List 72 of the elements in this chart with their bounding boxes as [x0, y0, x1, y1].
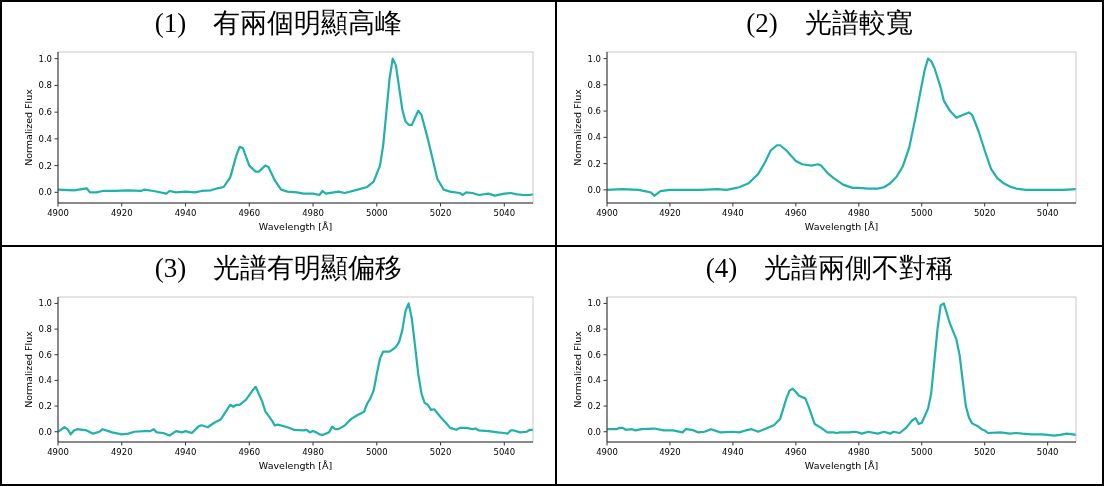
y-tick-label: 0.4	[38, 375, 52, 386]
y-axis-title: Normalized Flux	[23, 330, 34, 408]
y-tick-label: 0.2	[587, 158, 601, 169]
chart-title: (2) 光譜較寬	[745, 7, 914, 40]
x-tick-label: 5020	[973, 447, 996, 457]
x-tick-label: 4960	[238, 208, 261, 218]
y-axis-title: Normalized Flux	[572, 330, 583, 408]
x-tick-label: 4920	[110, 208, 133, 218]
x-tick-label: 4920	[110, 447, 133, 457]
y-tick-label: 0.4	[38, 133, 52, 144]
line-series	[58, 302, 533, 437]
x-tick-label: 4960	[785, 208, 807, 218]
y-tick-label: 0.4	[587, 132, 601, 143]
y-tick-label: 0.8	[38, 80, 52, 91]
y-tick-label: 0.4	[587, 375, 601, 386]
y-tick-label: 0.6	[38, 349, 52, 360]
x-tick-label: 5040	[1036, 447, 1059, 457]
x-tick-label: 4980	[302, 447, 324, 457]
x-tick-label: 4900	[596, 208, 618, 218]
y-tick-label: 1.0	[587, 53, 601, 64]
y-tick-label: 0.2	[38, 401, 52, 412]
y-tick-label: 0.8	[587, 324, 601, 335]
y-tick-label: 1.0	[38, 298, 52, 309]
chart-title: (3) 光譜有明顯偏移	[153, 252, 404, 285]
x-tick-label: 4940	[174, 447, 197, 457]
y-tick-label: 0.0	[587, 184, 601, 195]
x-tick-label: 4940	[174, 208, 197, 218]
y-tick-label: 0.6	[587, 349, 601, 360]
x-tick-label: 5040	[1036, 208, 1059, 218]
x-axis-title: Wavelength [Å]	[258, 221, 333, 232]
x-tick-label: 4980	[847, 447, 870, 457]
x-tick-label: 4920	[659, 447, 681, 457]
x-tick-label: 5020	[973, 208, 996, 218]
chart-title: (1) 有兩個明顯高峰	[153, 7, 404, 40]
line-series	[58, 57, 533, 197]
x-tick-label: 4940	[722, 447, 744, 457]
y-tick-label: 0.0	[587, 426, 601, 437]
y-tick-label: 0.6	[587, 106, 601, 117]
y-tick-label: 0.8	[587, 79, 601, 90]
x-tick-label: 5040	[493, 447, 516, 457]
x-tick-label: 5000	[365, 447, 388, 457]
y-tick-label: 0.2	[587, 401, 601, 412]
x-tick-label: 4900	[596, 447, 618, 457]
y-tick-label: 1.0	[38, 53, 52, 64]
x-tick-label: 5040	[493, 208, 516, 218]
x-axis-title: Wavelength [Å]	[804, 460, 879, 471]
chart-title: (4) 光譜兩側不對稱	[704, 252, 955, 285]
x-tick-label: 5000	[910, 447, 933, 457]
x-tick-label: 5020	[429, 447, 452, 457]
x-tick-label: 4900	[47, 447, 69, 457]
x-tick-label: 4980	[302, 208, 324, 218]
y-tick-label: 1.0	[587, 298, 601, 309]
x-tick-label: 5000	[365, 208, 388, 218]
line-series	[607, 302, 1076, 437]
y-tick-label: 0.0	[38, 187, 52, 198]
x-tick-label: 4980	[847, 208, 870, 218]
y-axis-title: Normalized Flux	[572, 88, 583, 166]
y-tick-label: 0.0	[38, 426, 52, 437]
x-tick-label: 4920	[659, 208, 681, 218]
x-tick-label: 4900	[47, 208, 69, 218]
x-axis-title: Wavelength [Å]	[258, 460, 333, 471]
x-tick-label: 5020	[429, 208, 452, 218]
x-axis-title: Wavelength [Å]	[804, 221, 879, 232]
x-tick-label: 5000	[910, 208, 933, 218]
y-tick-label: 0.6	[38, 107, 52, 118]
y-tick-label: 0.8	[38, 324, 52, 335]
x-tick-label: 4960	[785, 447, 807, 457]
y-axis-title: Normalized Flux	[23, 88, 34, 166]
x-tick-label: 4960	[238, 447, 261, 457]
x-tick-label: 4940	[722, 208, 744, 218]
line-series	[607, 57, 1076, 197]
y-tick-label: 0.2	[38, 160, 52, 171]
